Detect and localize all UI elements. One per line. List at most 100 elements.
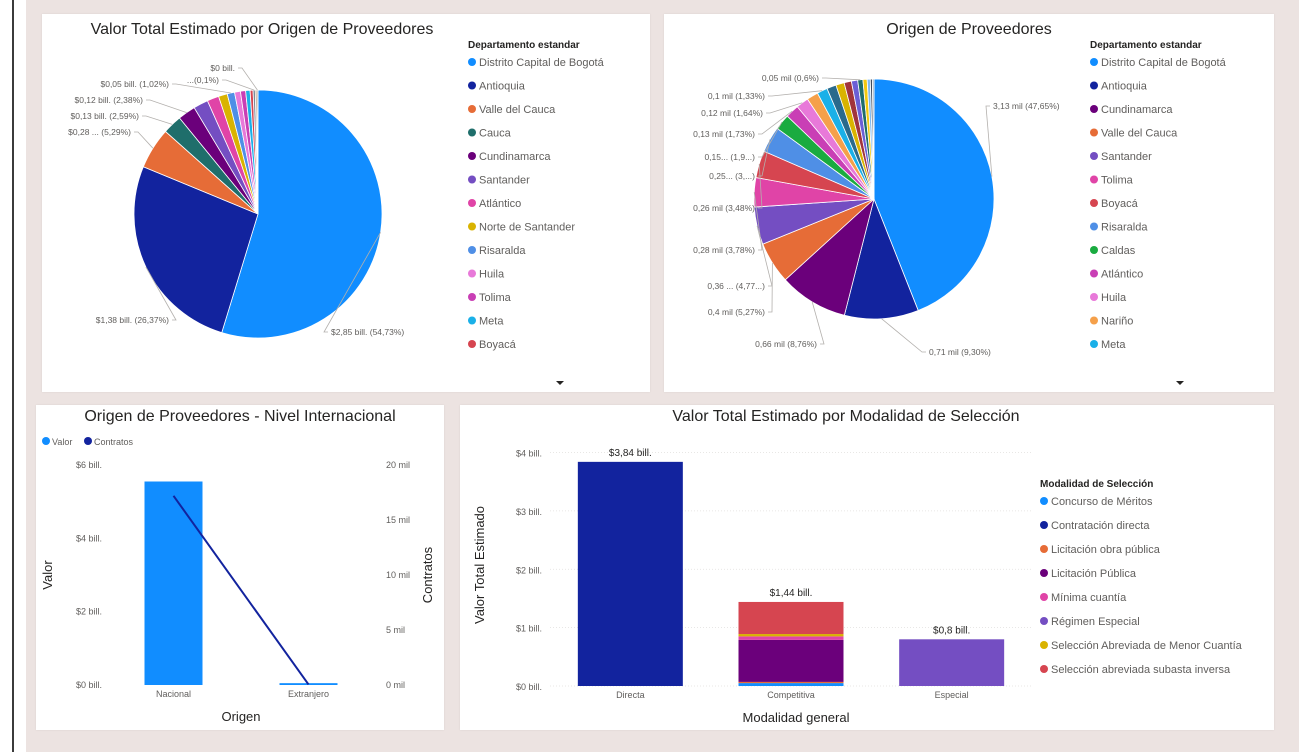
legend-item[interactable]: Norte de Santander	[479, 222, 575, 234]
leader-line	[766, 102, 803, 114]
legend-item[interactable]: Antioquia	[1101, 81, 1148, 93]
y-tick-label: $4 bill.	[516, 449, 542, 459]
bar-segment[interactable]	[738, 634, 844, 637]
legend-item[interactable]: Huila	[479, 269, 505, 281]
legend-item[interactable]: Atlántico	[479, 198, 521, 210]
legend-item[interactable]: Antioquia	[479, 81, 526, 93]
data-label: ...(0,1%)	[187, 75, 219, 85]
legend-item[interactable]: Valor	[52, 437, 72, 447]
legend-marker	[468, 105, 476, 113]
legend-item[interactable]: Concurso de Méritos	[1051, 496, 1153, 508]
legend-item[interactable]: Licitación Pública	[1051, 568, 1137, 580]
legend-item[interactable]: Valle del Cauca	[1101, 128, 1178, 140]
legend-marker	[1090, 175, 1098, 184]
legend-item[interactable]: Meta	[479, 316, 504, 328]
legend-item[interactable]: Régimen Especial	[1051, 616, 1140, 628]
legend-marker	[468, 175, 476, 184]
x-axis-title: Modalidad general	[743, 710, 850, 725]
stacked-bar-modalidad: Valor Total Estimado por Modalidad de Se…	[472, 408, 1243, 725]
legend-item[interactable]: Selección abreviada subasta inversa	[1051, 664, 1231, 676]
pie-slice[interactable]	[256, 89, 259, 215]
data-label: 0,15... (1,9...)	[704, 152, 755, 162]
data-label: 0,12 mil (1,64%)	[701, 108, 763, 118]
legend-marker	[1090, 128, 1098, 137]
tile-stacked-modalidad[interactable]: Valor Total Estimado por Modalidad de Se…	[460, 405, 1274, 730]
legend-item[interactable]: Risaralda	[1101, 222, 1148, 234]
legend-item[interactable]: Contratación directa	[1051, 520, 1150, 532]
pie-slice[interactable]	[843, 197, 919, 320]
y-tick-label: $2 bill.	[516, 565, 542, 575]
data-label: $0,12 bill. (2,38%)	[74, 95, 143, 105]
pie-slice[interactable]	[133, 166, 259, 334]
legend-scroll-down-icon[interactable]	[556, 381, 564, 385]
legend-item[interactable]: Distrito Capital de Bogotá	[479, 57, 605, 69]
legend-item[interactable]: Caldas	[1101, 245, 1136, 257]
legend-item[interactable]: Selección Abreviada de Menor Cuantía	[1051, 640, 1243, 652]
data-label: 0,71 mil (9,30%)	[929, 347, 991, 357]
data-label: 0,28 mil (3,78%)	[693, 245, 755, 255]
leader-line	[758, 139, 771, 177]
bar-segment[interactable]	[738, 681, 844, 684]
data-label: 0,13 mil (1,73%)	[693, 129, 755, 139]
legend-marker	[1040, 497, 1048, 505]
legend-marker	[468, 222, 476, 231]
legend-item[interactable]: Meta	[1101, 339, 1126, 351]
leader-line	[768, 262, 773, 313]
legend-item[interactable]: Risaralda	[479, 245, 526, 257]
bar-segment[interactable]	[577, 461, 683, 686]
y-tick-label: $4 bill.	[76, 533, 102, 543]
legend-scroll-down-icon[interactable]	[1176, 381, 1184, 385]
bar-segment[interactable]	[899, 639, 1005, 686]
bar-valor[interactable]	[144, 481, 203, 686]
leader-line	[238, 67, 258, 91]
data-label: $0,05 bill. (1,02%)	[100, 79, 169, 89]
data-label: $0,13 bill. (2,59%)	[70, 111, 139, 121]
leader-line	[768, 90, 823, 97]
legend-marker	[468, 269, 476, 278]
legend-marker	[1090, 152, 1098, 160]
legend-item[interactable]: Boyacá	[1101, 198, 1139, 210]
report-canvas: Valor Total Estimado por Origen de Prove…	[26, 0, 1299, 752]
pie-slice[interactable]	[872, 78, 875, 200]
legend-item[interactable]: Cauca	[479, 128, 512, 140]
leader-line	[758, 121, 783, 158]
bar-segment[interactable]	[738, 639, 844, 682]
legend-item[interactable]: Licitación obra pública	[1051, 544, 1161, 556]
leader-line	[172, 83, 231, 94]
legend-item[interactable]: Distrito Capital de Bogotá	[1101, 57, 1227, 69]
legend-marker	[468, 152, 476, 160]
legend-item[interactable]: Mínima cuantía	[1051, 592, 1127, 604]
chart-title: Valor Total Estimado por Modalidad de Se…	[672, 408, 1019, 425]
legend-item[interactable]: Huila	[1101, 292, 1127, 304]
line-contratos[interactable]	[172, 495, 310, 685]
legend-item[interactable]: Cundinamarca	[479, 151, 551, 163]
legend-item[interactable]: Tolima	[1101, 175, 1134, 187]
legend-item[interactable]: Contratos	[94, 437, 134, 447]
chart-title: Origen de Proveedores	[886, 21, 1051, 38]
bar-total-label: $3,84 bill.	[609, 448, 652, 459]
bar-segment[interactable]	[738, 683, 844, 686]
leader-line	[142, 115, 173, 125]
legend-item[interactable]: Valle del Cauca	[479, 104, 556, 116]
legend-marker	[468, 81, 476, 90]
bar-segment[interactable]	[738, 636, 844, 640]
legend-marker	[42, 437, 50, 445]
tile-combo-internacional[interactable]: Origen de Proveedores - Nivel Internacio…	[36, 405, 444, 730]
legend-title: Modalidad de Selección	[1040, 479, 1153, 490]
legend-item[interactable]: Nariño	[1101, 316, 1133, 328]
tile-pie-valor[interactable]: Valor Total Estimado por Origen de Prove…	[42, 14, 650, 392]
legend-item[interactable]: Cundinamarca	[1101, 104, 1173, 116]
leader-line	[146, 99, 187, 113]
legend-item[interactable]: Santander	[479, 175, 530, 187]
legend-item[interactable]: Atlántico	[1101, 269, 1143, 281]
legend-item[interactable]: Tolima	[479, 292, 512, 304]
tile-pie-contratos[interactable]: Origen de Proveedores 3,13 mil (47,65%) 0,…	[664, 14, 1274, 392]
bar-segment[interactable]	[738, 601, 844, 635]
y-axis-title: Valor Total Estimado	[472, 506, 487, 624]
leader-line	[881, 318, 926, 353]
legend-item[interactable]: Santander	[1101, 151, 1152, 163]
combo-chart-internacional: Origen de Proveedores - Nivel Internacio…	[40, 408, 435, 724]
leader-line	[222, 79, 255, 91]
bar-total-label: $1,44 bill.	[770, 588, 813, 599]
legend-item[interactable]: Boyacá	[479, 339, 517, 351]
